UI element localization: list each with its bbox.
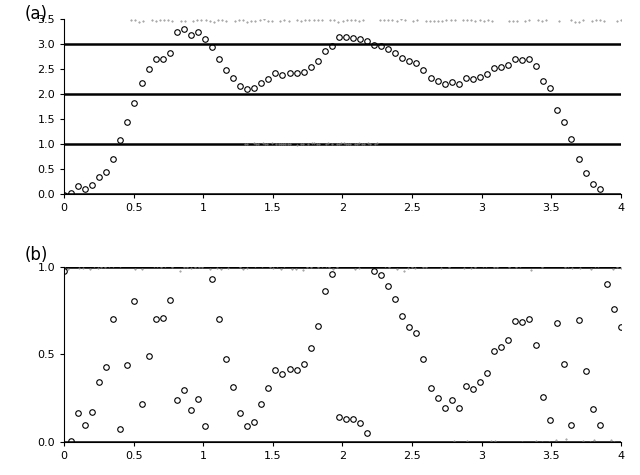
Text: (b): (b) <box>25 246 49 264</box>
Text: (a): (a) <box>25 5 48 23</box>
